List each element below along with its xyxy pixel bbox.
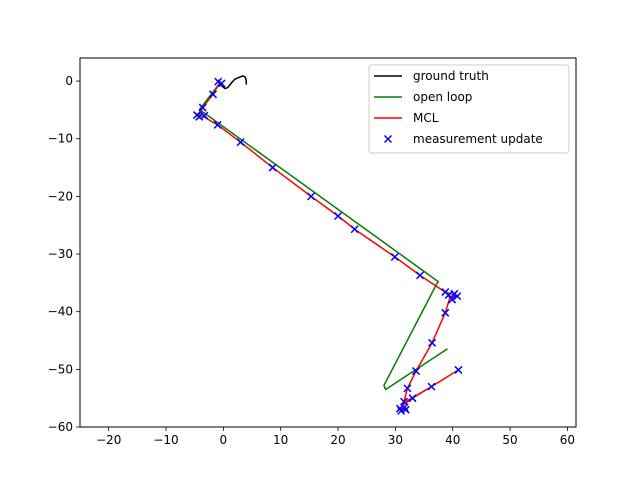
y-axis: 0 −10 −20 −30 −40 −50 −60 (48, 74, 80, 434)
y-tick-label: −40 (48, 305, 73, 319)
x-tick-label: 30 (388, 433, 403, 447)
y-tick-label: −30 (48, 247, 73, 261)
measurement-update-point (213, 120, 222, 129)
measurement-update-point (350, 225, 359, 234)
measurement-update-point (390, 252, 399, 261)
x-tick-label: 40 (445, 433, 460, 447)
measurement-update-point (268, 163, 277, 172)
measurement-update-point (307, 192, 316, 201)
plot-frame (79, 57, 577, 428)
x-tick-label: 60 (560, 433, 575, 447)
y-tick-label: −10 (48, 132, 73, 146)
measurement-update-point (428, 338, 437, 347)
measurement-update-point (217, 79, 226, 88)
x-tick-label: −20 (96, 433, 121, 447)
measurement-update-point (198, 103, 207, 112)
measurement-update-point (453, 292, 462, 301)
measurement-update-point (441, 308, 450, 317)
y-tick-label: 0 (65, 74, 73, 88)
measurement-update-point (236, 138, 245, 147)
x-tick-label: 0 (220, 433, 228, 447)
measurement-update-point (411, 367, 421, 376)
measurement-update-point (448, 295, 457, 304)
measurement-update-point (408, 394, 417, 403)
legend: ground truth open loop MCL measurement upda… (368, 64, 570, 154)
measurement-update-point (209, 90, 218, 99)
x-tick-label: 50 (502, 433, 517, 447)
y-tick-label: −60 (48, 420, 73, 434)
x-tick-label: 10 (273, 433, 288, 447)
x-axis: −20 −10 0 10 20 30 40 50 60 (96, 427, 575, 447)
measurement-update-point (454, 365, 463, 374)
legend-label-open-loop: open loop (413, 90, 472, 104)
series-line-ground-truth (218, 75, 248, 90)
legend-label-ground-truth: ground truth (413, 69, 489, 83)
measurement-update-point (397, 406, 406, 415)
y-tick-label: −20 (48, 189, 73, 203)
y-tick-label: −50 (48, 362, 73, 376)
series-layer (192, 75, 463, 415)
measurement-update-point (334, 211, 343, 221)
measurement-update-point (403, 384, 412, 393)
x-tick-label: −10 (153, 433, 178, 447)
legend-label-mcl: MCL (413, 111, 439, 125)
measurement-update-point (200, 111, 209, 120)
legend-box (368, 64, 570, 154)
measurement-update-point (401, 405, 410, 414)
legend-swatch-measurement-update (383, 134, 393, 144)
legend-label-measurement-update: measurement update (413, 132, 543, 146)
measurement-update-point (427, 382, 436, 391)
x-tick-label: 20 (330, 433, 345, 447)
measurement-update-point (416, 271, 425, 280)
